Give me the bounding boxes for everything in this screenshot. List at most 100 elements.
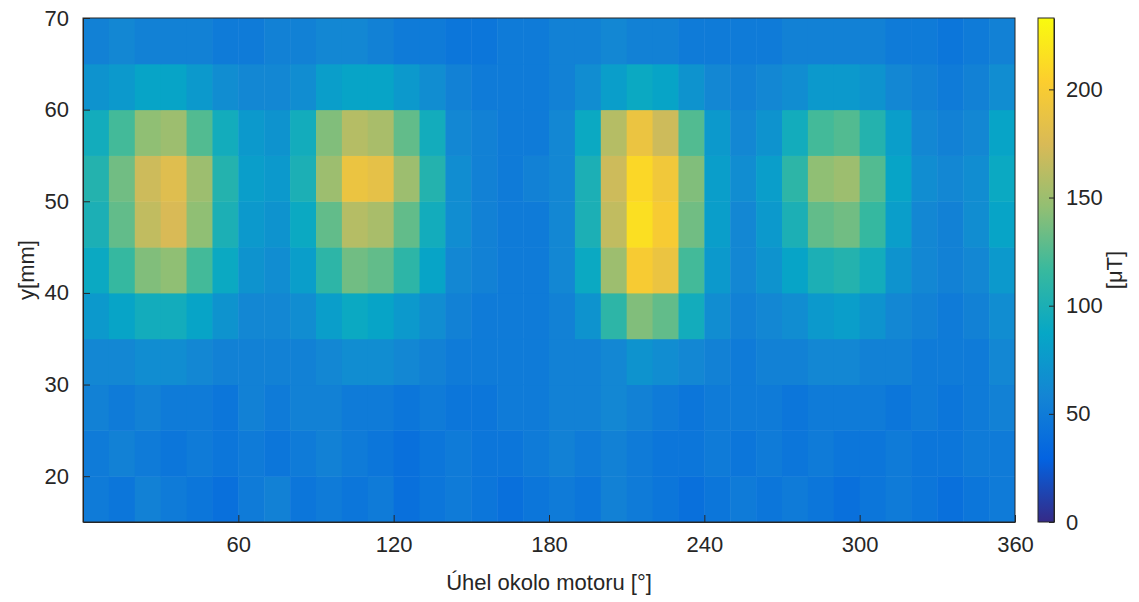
plot-frame xyxy=(83,18,1015,522)
heatmap-cell xyxy=(83,293,109,339)
tick-label: 60 xyxy=(227,532,251,557)
heatmap-cell xyxy=(109,430,135,476)
heatmap-cell xyxy=(575,293,601,339)
heatmap-cell xyxy=(471,18,497,64)
heatmap-cell xyxy=(782,18,808,64)
heatmap-cell xyxy=(135,430,161,476)
heatmap-cell xyxy=(212,339,238,385)
heatmap-cell xyxy=(316,339,342,385)
heatmap-cell xyxy=(627,293,653,339)
heatmap-cell xyxy=(834,385,860,431)
heatmap-cell xyxy=(782,430,808,476)
heatmap-cell xyxy=(549,430,575,476)
heatmap-cell xyxy=(342,430,368,476)
heatmap-cell xyxy=(860,385,886,431)
heatmap-cell xyxy=(834,339,860,385)
heatmap-cell xyxy=(523,247,549,293)
tick-mark xyxy=(860,515,861,522)
heatmap-cell xyxy=(523,293,549,339)
heatmap-cell xyxy=(704,247,730,293)
heatmap-cell xyxy=(394,476,420,522)
tick-label: 240 xyxy=(686,532,723,557)
heatmap-cell xyxy=(989,110,1015,156)
heatmap-cell xyxy=(420,293,446,339)
heatmap-cell xyxy=(937,476,963,522)
heatmap-cell xyxy=(601,64,627,110)
tick-mark xyxy=(83,201,90,202)
heatmap-cell xyxy=(394,155,420,201)
heatmap-cell xyxy=(834,155,860,201)
heatmap-cell xyxy=(290,247,316,293)
tick: 20 xyxy=(45,464,90,489)
heatmap-cell xyxy=(523,201,549,247)
heatmap-cells xyxy=(83,18,1015,522)
heatmap-cell xyxy=(808,339,834,385)
heatmap-cell xyxy=(937,430,963,476)
heatmap-cell xyxy=(834,201,860,247)
tick-label: 50 xyxy=(45,189,69,214)
heatmap-cell xyxy=(653,18,679,64)
axis-line xyxy=(83,19,84,523)
heatmap-cell xyxy=(342,201,368,247)
heatmap-cell xyxy=(342,339,368,385)
tick-mark xyxy=(83,110,90,111)
heatmap-cell xyxy=(497,339,523,385)
heatmap-cell xyxy=(782,247,808,293)
tick: 60 xyxy=(45,97,90,122)
heatmap-cell xyxy=(368,385,394,431)
heatmap-cell xyxy=(135,110,161,156)
heatmap-cell xyxy=(756,385,782,431)
heatmap-cell xyxy=(989,476,1015,522)
heatmap-cell xyxy=(83,339,109,385)
heatmap-cell xyxy=(937,293,963,339)
heatmap-cell xyxy=(523,110,549,156)
heatmap-cell xyxy=(782,293,808,339)
heatmap-cell xyxy=(368,247,394,293)
heatmap-cell xyxy=(678,201,704,247)
heatmap-cell xyxy=(730,155,756,201)
tick-label: 40 xyxy=(45,280,69,305)
heatmap-cell xyxy=(420,385,446,431)
heatmap-cell xyxy=(523,339,549,385)
heatmap-cell xyxy=(549,247,575,293)
heatmap-cell xyxy=(109,201,135,247)
heatmap-cell xyxy=(212,247,238,293)
heatmap-cell xyxy=(264,339,290,385)
tick-mark xyxy=(1049,522,1054,523)
heatmap-cell xyxy=(394,64,420,110)
tick-mark xyxy=(1049,306,1054,307)
heatmap-cell xyxy=(756,18,782,64)
heatmap-cell xyxy=(445,155,471,201)
heatmap-cell xyxy=(187,247,213,293)
axis-line xyxy=(84,522,1016,523)
heatmap-cell xyxy=(575,385,601,431)
heatmap-cell xyxy=(627,201,653,247)
heatmap-cell xyxy=(523,476,549,522)
heatmap-cell xyxy=(627,430,653,476)
heatmap-cell xyxy=(937,64,963,110)
heatmap-cell xyxy=(420,18,446,64)
heatmap-cell xyxy=(212,476,238,522)
heatmap-cell xyxy=(161,155,187,201)
heatmap-cell xyxy=(187,64,213,110)
heatmap-cell xyxy=(264,430,290,476)
heatmap-cell xyxy=(161,64,187,110)
tick: 40 xyxy=(45,280,90,305)
heatmap-cell xyxy=(808,18,834,64)
heatmap-cell xyxy=(264,110,290,156)
heatmap-cell xyxy=(523,155,549,201)
heatmap-cell xyxy=(135,201,161,247)
heatmap-cell xyxy=(730,110,756,156)
heatmap-cell xyxy=(808,385,834,431)
tick: 200 xyxy=(1049,77,1103,102)
heatmap-cell xyxy=(187,339,213,385)
tick-label: 60 xyxy=(45,97,69,122)
heatmap-cell xyxy=(212,385,238,431)
heatmap-cell xyxy=(808,155,834,201)
heatmap-cell xyxy=(420,64,446,110)
heatmap-cell xyxy=(575,430,601,476)
heatmap-cell xyxy=(83,247,109,293)
heatmap-cell xyxy=(290,155,316,201)
heatmap-cell xyxy=(808,110,834,156)
heatmap-cell xyxy=(549,110,575,156)
